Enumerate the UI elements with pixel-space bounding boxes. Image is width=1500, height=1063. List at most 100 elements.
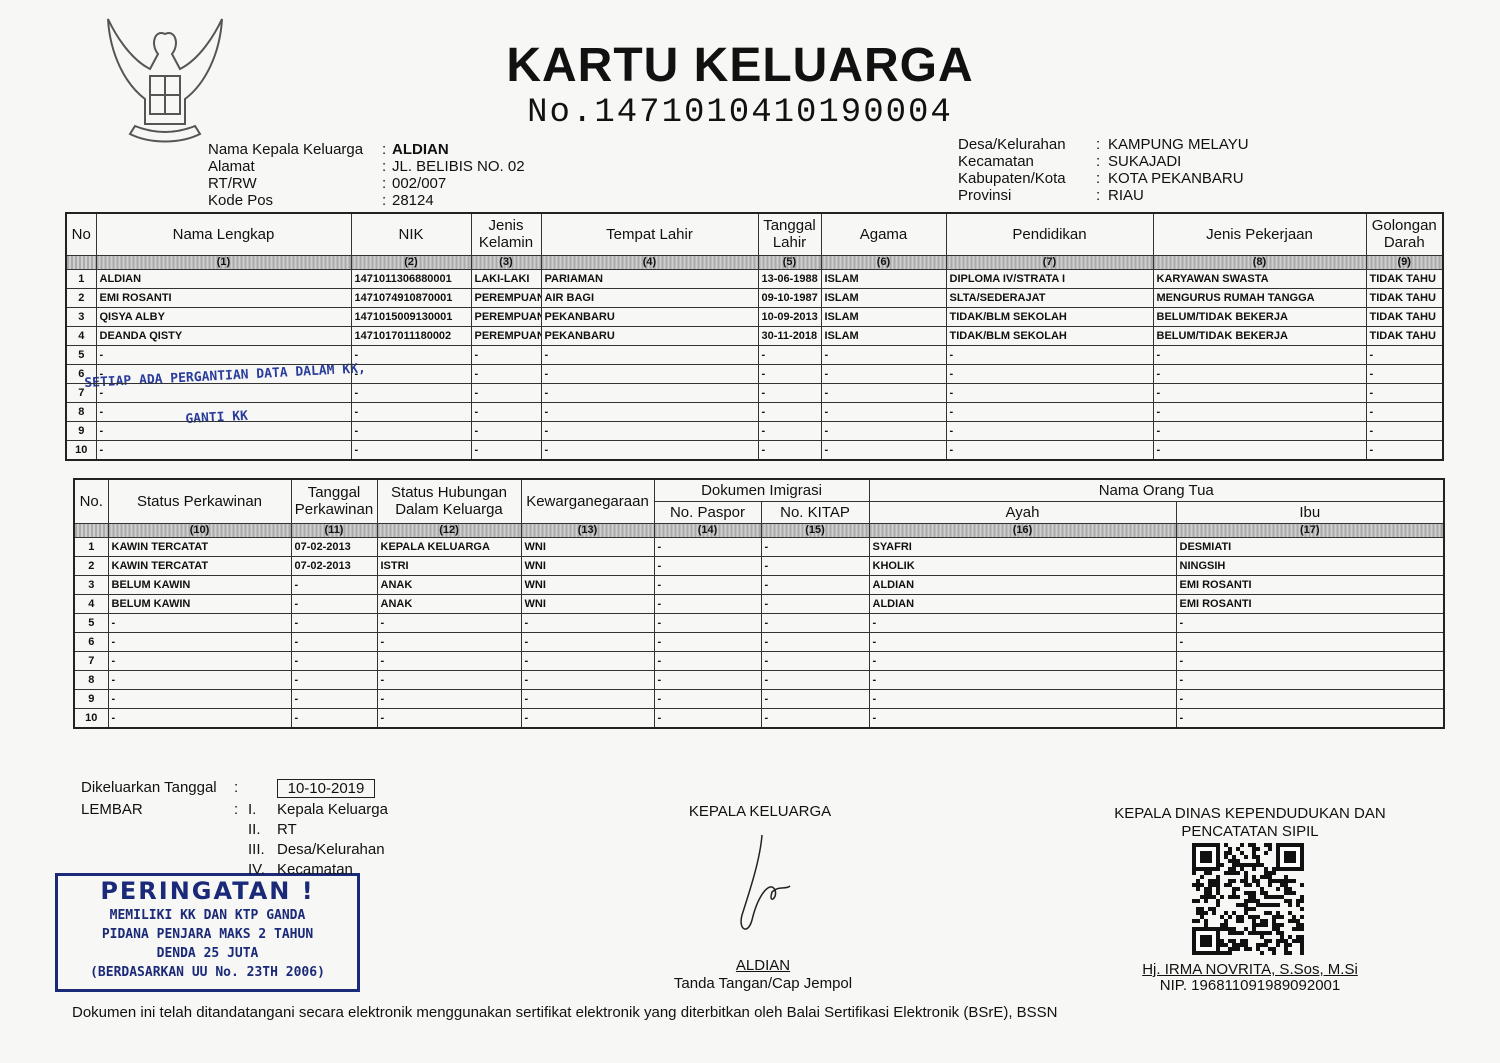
qr-module: [1204, 871, 1208, 875]
qr-module: [1260, 887, 1264, 891]
member-row: 2 KAWIN TERCATAT 07-02-2013 ISTRI WNI - - KHOLI…: [73, 555, 1445, 576]
qr-module: [1276, 911, 1280, 915]
qr-module: [1256, 855, 1260, 859]
qr-module: [1204, 899, 1208, 903]
qr-module: [1200, 915, 1204, 919]
qr-module: [1228, 871, 1232, 875]
cell: PARIAMAN: [540, 268, 759, 289]
column-header: Nama Lengkap: [95, 212, 352, 256]
cell: -: [95, 439, 352, 460]
cell: -: [1175, 631, 1445, 652]
cell: ISTRI: [376, 555, 522, 576]
cell: -: [290, 612, 378, 633]
column-number: (11): [290, 522, 378, 538]
qr-module: [1232, 887, 1236, 891]
qr-module: [1284, 943, 1288, 947]
qr-module: [1276, 939, 1280, 943]
info-label: Nama Kepala Keluarga: [208, 141, 364, 158]
cell: -: [1365, 420, 1444, 441]
cell: -: [376, 650, 522, 671]
cell: ALDIAN: [868, 574, 1177, 595]
cell: -: [470, 401, 542, 422]
cell: 2: [73, 555, 109, 576]
column-number: (1): [95, 254, 352, 270]
qr-module: [1264, 875, 1268, 879]
cell: 4: [65, 325, 97, 346]
cell: -: [1152, 439, 1367, 460]
cell: -: [820, 344, 947, 365]
cell: 07-02-2013: [290, 555, 378, 576]
qr-module: [1248, 843, 1252, 847]
cell: -: [470, 344, 542, 365]
signature-title: KEPALA KELUARGA: [688, 803, 832, 820]
cell: -: [376, 707, 522, 728]
cell: TIDAK/BLM SEKOLAH: [945, 306, 1154, 327]
cell: -: [107, 669, 292, 690]
cell: -: [653, 631, 762, 652]
member-row: 4 DEANDA QISTY 1471017011180002 PEREMPUAN PE…: [65, 325, 1444, 346]
qr-module: [1256, 847, 1260, 851]
qr-module: [1256, 899, 1260, 903]
qr-module: [1244, 899, 1248, 903]
qr-module: [1260, 875, 1264, 879]
qr-module: [1220, 863, 1224, 867]
qr-module: [1284, 939, 1288, 943]
separator: :: [234, 801, 239, 818]
column-header: Ayah: [868, 500, 1177, 524]
qr-module: [1264, 911, 1268, 915]
qr-module: [1196, 883, 1200, 887]
qr-module: [1236, 859, 1240, 863]
qr-module: [1236, 863, 1240, 867]
cell: EMI ROSANTI: [1175, 593, 1445, 614]
separator: :: [1096, 170, 1101, 187]
cell: 5: [65, 344, 97, 365]
cell: 10-09-2013: [757, 306, 822, 327]
qr-module: [1248, 895, 1252, 899]
qr-module: [1256, 931, 1260, 935]
qr-module: [1264, 931, 1268, 935]
cell: -: [350, 344, 472, 365]
qr-module: [1276, 931, 1280, 935]
member-row: 10- - - - - - - - -: [65, 439, 1444, 460]
qr-module: [1200, 911, 1204, 915]
qr-module: [1204, 895, 1208, 899]
qr-module: [1284, 899, 1288, 903]
qr-module: [1244, 855, 1248, 859]
qr-module: [1192, 899, 1196, 903]
cell: 5: [73, 612, 109, 633]
member-row: 1 KAWIN TERCATAT 07-02-2013 KEPALA KELUARGA…: [73, 536, 1445, 557]
cell: -: [653, 555, 762, 576]
qr-module: [1208, 883, 1212, 887]
qr-module: [1228, 859, 1232, 863]
cell: -: [290, 688, 378, 709]
cell: PEREMPUAN: [470, 325, 542, 346]
cell: -: [820, 363, 947, 384]
qr-module: [1200, 895, 1204, 899]
cell: -: [520, 612, 655, 633]
qr-module: [1224, 843, 1228, 847]
column-number: (8): [1152, 254, 1367, 270]
number-cell: [73, 522, 109, 538]
qr-module: [1260, 931, 1264, 935]
cell: -: [470, 439, 542, 460]
cell: -: [376, 631, 522, 652]
qr-module: [1228, 915, 1232, 919]
qr-module: [1264, 923, 1268, 927]
issued-label: Dikeluarkan Tanggal: [81, 779, 217, 796]
cell: 3: [65, 306, 97, 327]
column-header: Kewarganegaraan: [520, 478, 655, 524]
qr-module: [1300, 899, 1304, 903]
column-header: No: [65, 212, 97, 256]
qr-module: [1300, 943, 1304, 947]
qr-module: [1228, 939, 1232, 943]
cell: -: [760, 555, 870, 576]
qr-module: [1260, 935, 1264, 939]
separator: :: [1096, 153, 1101, 170]
qr-module: [1268, 883, 1272, 887]
qr-module: [1300, 907, 1304, 911]
cell: -: [290, 650, 378, 671]
qr-module: [1280, 935, 1284, 939]
cell: -: [290, 574, 378, 595]
qr-module: [1216, 887, 1220, 891]
